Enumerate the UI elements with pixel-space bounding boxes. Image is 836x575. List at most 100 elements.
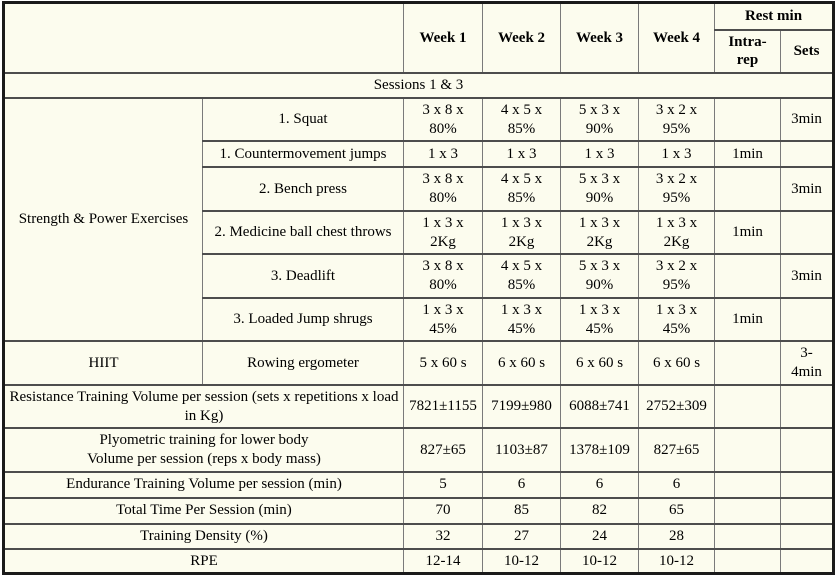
metric-label-cell: Total Time Per Session (min) — [3, 496, 404, 525]
week4-value-cell: 2752±309 — [638, 383, 715, 430]
week4-value-cell: 3 x 2 x 95% — [638, 253, 715, 299]
sets-rest-cell — [779, 496, 835, 525]
exercise-name-cell: 1. Squat — [202, 96, 404, 143]
week3-value-cell: 24 — [560, 522, 639, 550]
intra-rep-cell — [714, 253, 781, 299]
exercise-name-cell: 3. Deadlift — [202, 253, 404, 299]
metric-label-cell: Training Density (%) — [3, 522, 404, 550]
week2-value-cell: 85 — [482, 496, 561, 525]
week3-value-cell: 5 x 3 x 90% — [560, 166, 639, 212]
session-banner: Sessions 1 & 3 — [2, 72, 835, 99]
week1-value-cell: 827±65 — [403, 427, 483, 473]
table-row-medicine-ball-throws: 2. Medicine ball chest throws 1 x 3 x 2K… — [4, 209, 835, 256]
table-row-bench-press: 2. Bench press 3 x 8 x 80% 4 x 5 x 85% 5… — [4, 166, 835, 212]
sets-rest-cell: 3min — [779, 96, 835, 143]
exercise-name-cell: Rowing ergometer — [202, 340, 404, 386]
table-row-deadlift: 3. Deadlift 3 x 8 x 80% 4 x 5 x 85% 5 x … — [4, 253, 835, 299]
intra-rep-cell: 1min — [714, 296, 781, 343]
week2-value-cell: 4 x 5 x 85% — [482, 96, 561, 143]
exercise-name-cell: 1. Countermovement jumps — [202, 140, 404, 169]
intra-rep-cell — [714, 496, 781, 525]
header-week-1: Week 1 — [403, 1, 483, 74]
header-week-4: Week 4 — [638, 1, 715, 74]
week3-value-cell: 1378±109 — [560, 427, 639, 473]
table-row-training-density: Training Density (%) 32 27 24 28 — [3, 522, 835, 550]
week2-value-cell: 10-12 — [482, 547, 561, 575]
table-row-endurance-volume: Endurance Training Volume per session (m… — [3, 470, 835, 499]
week4-value-cell: 3 x 2 x 95% — [638, 96, 715, 143]
table-row-plyometric-volume: Plyometric training for lower body Volum… — [3, 427, 835, 473]
sets-rest-cell — [779, 470, 835, 499]
sets-rest-cell — [779, 296, 835, 343]
table-row-loaded-jump-shrugs: 3. Loaded Jump shrugs 1 x 3 x 45% 1 x 3 … — [4, 296, 835, 343]
intra-rep-cell: 1min — [714, 209, 781, 256]
metric-label-cell: Plyometric training for lower body Volum… — [3, 427, 404, 473]
week4-value-cell: 28 — [638, 522, 715, 550]
metric-label-cell: Endurance Training Volume per session (m… — [3, 470, 404, 499]
week4-value-cell: 10-12 — [638, 547, 715, 575]
group-label-strength-power: Strength & Power Exercises — [3, 96, 203, 343]
table-row-total-time: Total Time Per Session (min) 70 85 82 65 — [3, 496, 835, 525]
table-row-rpe: RPE 12-14 10-12 10-12 10-12 — [3, 547, 835, 575]
exercise-name-cell: 3. Loaded Jump shrugs — [202, 296, 404, 343]
intra-rep-cell — [714, 166, 781, 212]
week4-value-cell: 1 x 3 x 45% — [638, 296, 715, 343]
sets-rest-cell — [779, 383, 835, 430]
header-row-top: Week 1 Week 2 Week 3 Week 4 Rest min — [3, 1, 835, 74]
metric-label-line1: Plyometric training for lower body — [99, 432, 309, 449]
intra-rep-cell: 1min — [714, 140, 781, 169]
week4-value-cell: 65 — [638, 496, 715, 525]
week4-value-cell: 1 x 3 — [638, 140, 715, 169]
header-rest-min: Rest min — [713, 1, 835, 31]
week3-value-cell: 82 — [560, 496, 639, 525]
header-intra-rep: Intra-rep — [714, 28, 781, 74]
week3-value-cell: 5 x 3 x 90% — [560, 253, 639, 299]
week1-value-cell: 5 — [403, 470, 483, 499]
week2-value-cell: 1 x 3 x 2Kg — [482, 209, 561, 256]
sets-rest-cell — [779, 522, 835, 550]
exercise-name-cell: 2. Medicine ball chest throws — [202, 209, 404, 256]
table-row-hiit: HIIT Rowing ergometer 5 x 60 s 6 x 60 s … — [3, 340, 835, 386]
week3-value-cell: 1 x 3 — [560, 140, 639, 169]
table-row-squat: Strength & Power Exercises 1. Squat 3 x … — [3, 96, 835, 343]
header-sets: Sets — [779, 28, 835, 74]
intra-rep-cell — [714, 470, 781, 499]
week2-value-cell: 6 x 60 s — [482, 340, 561, 386]
metric-label-line2: Volume per session (reps x body mass) — [87, 451, 321, 467]
week1-value-cell: 1 x 3 — [403, 140, 483, 169]
sets-rest-cell — [779, 547, 835, 575]
week1-value-cell: 1 x 3 x 2Kg — [403, 209, 483, 256]
week3-value-cell: 6088±741 — [560, 383, 639, 430]
intra-rep-cell — [714, 340, 781, 386]
week4-value-cell: 1 x 3 x 2Kg — [638, 209, 715, 256]
table-row-countermovement-jumps: 1. Countermovement jumps 1 x 3 1 x 3 1 x… — [4, 140, 835, 169]
header-row-sub: Intra-rep Sets — [4, 28, 835, 74]
intra-rep-cell — [714, 522, 781, 550]
week2-value-cell: 1 x 3 x 45% — [482, 296, 561, 343]
sets-rest-cell — [779, 140, 835, 169]
week1-value-cell: 32 — [403, 522, 483, 550]
metric-label-cell: RPE — [3, 547, 404, 575]
week3-value-cell: 10-12 — [560, 547, 639, 575]
intra-rep-cell — [714, 383, 781, 430]
metric-label-cell: Resistance Training Volume per session (… — [3, 383, 404, 430]
week2-value-cell: 1 x 3 — [482, 140, 561, 169]
exercise-name-cell: 2. Bench press — [202, 166, 404, 212]
intra-rep-cell — [714, 96, 781, 143]
week4-value-cell: 6 x 60 s — [638, 340, 715, 386]
week1-value-cell: 70 — [403, 496, 483, 525]
week3-value-cell: 1 x 3 x 2Kg — [560, 209, 639, 256]
week1-value-cell: 5 x 60 s — [403, 340, 483, 386]
group-label-hiit: HIIT — [3, 340, 203, 386]
intra-rep-cell — [714, 427, 781, 473]
week4-value-cell: 6 — [638, 470, 715, 499]
week1-value-cell: 3 x 8 x 80% — [403, 166, 483, 212]
header-week-2: Week 2 — [482, 1, 561, 74]
session-banner-row: Sessions 1 & 3 — [2, 72, 835, 99]
week2-value-cell: 4 x 5 x 85% — [482, 166, 561, 212]
week2-value-cell: 6 — [482, 470, 561, 499]
sets-rest-cell: 3-4min — [779, 340, 835, 386]
week1-value-cell: 1 x 3 x 45% — [403, 296, 483, 343]
